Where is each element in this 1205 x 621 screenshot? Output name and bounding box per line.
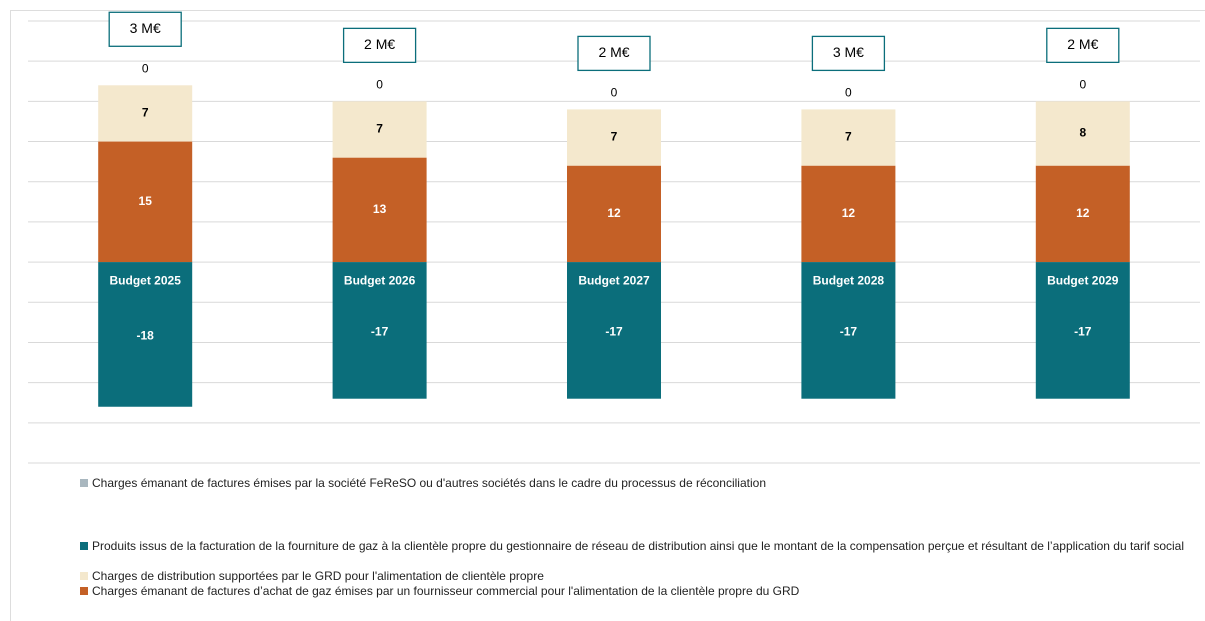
legend-swatch — [80, 572, 88, 580]
category-label: Budget 2029 — [1047, 273, 1119, 287]
legend-entry: Produits issus de la facturation de la f… — [80, 539, 1192, 554]
data-label: -17 — [371, 325, 389, 339]
data-label: 7 — [142, 106, 149, 120]
legend-entry: Charges de distribution supportées par l… — [80, 569, 1192, 584]
legend-label: Produits issus de la facturation de la f… — [92, 539, 1184, 553]
data-label: 7 — [376, 122, 383, 136]
data-label: 15 — [139, 194, 153, 208]
annotation: 3 M€ — [130, 20, 161, 36]
bar-segment — [98, 262, 193, 407]
bar-segment — [332, 262, 427, 399]
bar-segment — [1035, 101, 1130, 166]
data-label: 0 — [845, 86, 852, 100]
annotation-box — [811, 35, 886, 72]
legend-label: Charges émanant de factures émises par l… — [92, 476, 766, 490]
data-label: -18 — [137, 329, 155, 343]
data-label: -17 — [840, 325, 858, 339]
data-label: 7 — [845, 130, 852, 144]
legend-label: Charges émanant de factures d’achat de g… — [92, 584, 800, 598]
data-label: 0 — [611, 86, 618, 100]
category-label: Budget 2026 — [344, 273, 416, 287]
data-label: 12 — [842, 206, 856, 220]
data-label: 7 — [611, 130, 618, 144]
annotation-box — [577, 35, 651, 72]
annotation-box — [342, 27, 417, 64]
annotation: 2 M€ — [598, 44, 629, 60]
data-label: 0 — [142, 61, 149, 75]
bar-segment — [1035, 262, 1130, 399]
category-label: Budget 2028 — [813, 273, 885, 287]
data-label: 0 — [1079, 78, 1086, 92]
bar-segment — [567, 262, 661, 399]
data-label: 8 — [1079, 126, 1086, 140]
legend-entry: Charges émanant de factures d’achat de g… — [80, 584, 1192, 599]
annotation-box — [1046, 27, 1120, 64]
bar-segment — [98, 85, 193, 142]
data-label: 13 — [373, 202, 387, 216]
legend-entry: Charges émanant de factures émises par l… — [80, 476, 1192, 491]
frame — [10, 10, 1205, 621]
legend-swatch — [80, 479, 88, 487]
legend-swatch — [80, 542, 88, 550]
category-label: Budget 2025 — [110, 273, 182, 287]
legend-label: Charges de distribution supportées par l… — [92, 569, 544, 583]
data-label: 12 — [1076, 206, 1090, 220]
data-label: -17 — [605, 325, 623, 339]
bar-segment — [567, 165, 661, 263]
category-label: Budget 2027 — [578, 273, 650, 287]
bar-segment — [332, 101, 427, 158]
annotation: 2 M€ — [1067, 36, 1098, 52]
bar-segment — [801, 165, 896, 263]
bar-segment — [98, 141, 193, 263]
bar-segment — [801, 109, 896, 166]
bar-segment — [567, 109, 661, 166]
bar-segment — [332, 157, 427, 263]
annotation-box — [108, 11, 182, 47]
data-label: 0 — [376, 78, 383, 92]
annotation: 3 M€ — [833, 44, 864, 60]
data-label: -17 — [1074, 325, 1092, 339]
legend-swatch — [80, 587, 88, 595]
data-label: 12 — [607, 206, 621, 220]
bar-segment — [1035, 165, 1130, 263]
bar-segment — [801, 262, 896, 399]
annotation: 2 M€ — [364, 36, 395, 52]
